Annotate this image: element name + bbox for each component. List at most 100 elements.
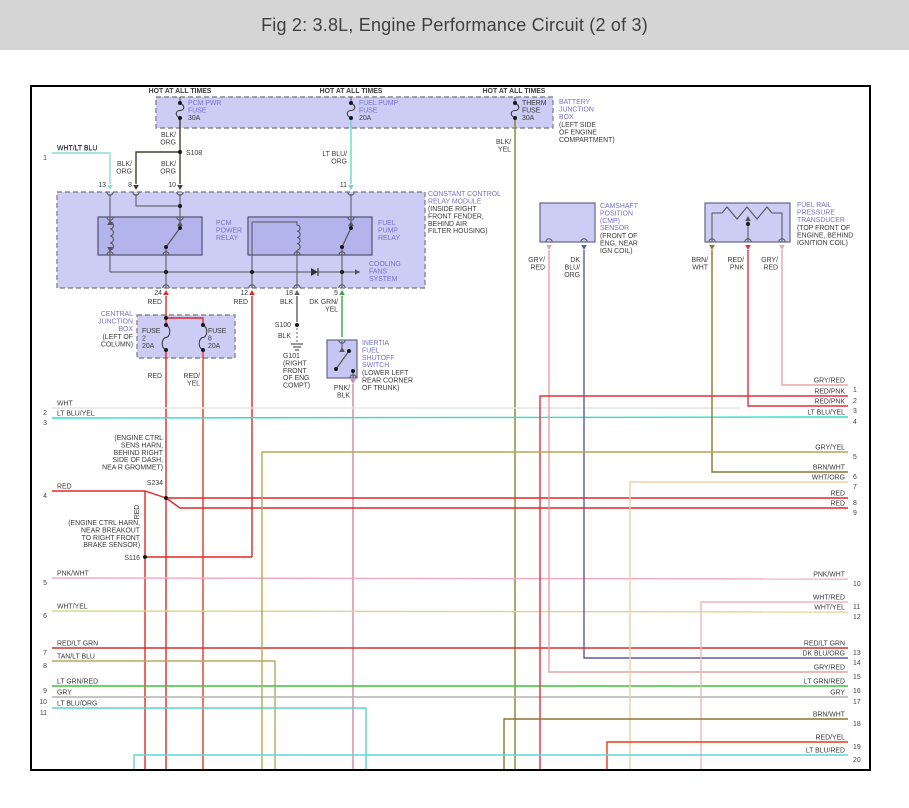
connector-arc [338,339,346,344]
diagram-label: COOLING FANS SYSTEM [369,261,401,283]
right-row-label: BRN/WHT [813,712,846,719]
right-row-number: 5 [853,454,857,461]
right-row-number: 4 [853,419,857,426]
left-row-label: RED/LT GRN [57,641,98,648]
diagram-label: S108 [186,150,202,157]
diagram-frame [30,85,871,771]
diagram-label: LT BLU/ORG [322,151,347,165]
central-junction-box [136,314,236,359]
diagram-label: DK GRN/YEL [309,299,338,313]
diagram-label: (LEFT OF COLUMN) [101,334,133,348]
connector-arc [744,238,752,243]
connector-arc [293,284,301,289]
arrowhead [348,185,354,190]
diagram-label: CONSTANT CONTROL RELAY MODULE [428,191,501,205]
diagram-label: 30A [188,115,201,122]
wiring-diagram: HOT AT ALL TIMES HOT AT ALL TIMES HOT AT A… [30,85,871,771]
connector-arc [248,284,256,289]
diagram-label: HOT AT ALL TIMES [320,88,383,95]
diagram-label: 20A [359,115,372,122]
diagram-label: S100 [275,322,291,329]
fuel-pump-relay-box [247,216,373,256]
wire-lt-blu-org-row11 [52,707,367,770]
junction-dot [164,270,168,274]
wire-pnk-wht-row5 [51,577,849,580]
junction-dot [250,270,254,274]
left-row-label: GRY [57,690,72,697]
left-row-label: LT GRN/RED [57,679,98,686]
diagram-label: HOT AT ALL TIMES [483,88,546,95]
junction-dot [178,150,182,154]
wire-ccrm-pin8-int [135,194,180,207]
right-row-number: 12 [853,614,861,621]
diagram-label: PNK/BLK [334,385,350,399]
left-row-number: 11 [40,710,47,717]
diagram-label: RED [134,505,141,520]
wire-frp-left-int [711,212,722,242]
diagram-label: (LEFT SIDE OF ENGINE COMPARTMENT) [559,122,615,144]
junction-dot [349,226,353,230]
arrowhead [581,245,587,250]
arrowhead [348,221,354,226]
right-row-label: WHT/RED [813,595,845,602]
right-row-label: GRY/RED [814,665,845,672]
arrowhead [779,245,785,250]
connector-arc [708,238,716,243]
connector-arc [338,284,346,289]
diagram-label: FUSE 8 20A [208,328,227,350]
arrowhead [177,221,183,226]
wire-lt-blu-red-row20 [133,754,848,770]
diagram-label: G101 (RIGHT FRONT OF ENG COMPT) [283,353,310,390]
diagram-label: GRY/RED [528,257,545,271]
left-row-number: 8 [43,663,47,670]
left-row-number: 2 [43,410,47,417]
arrowhead [133,185,139,190]
right-row-number: 18 [853,721,861,728]
wire-gry-red-cmp-down [548,250,848,673]
wire-wht-red-row11 [700,601,848,770]
connector-arc [347,216,355,221]
arrowhead [294,290,300,295]
connector-arc [338,251,346,256]
diagram-label: 12 [240,290,248,297]
connector-arc [580,238,588,243]
diagram-label: RED [147,373,162,380]
wire-wht-yel-row6 [51,610,849,613]
junction-dot [746,222,750,226]
left-row-label: WHT/YEL [57,604,88,611]
junction-dot [164,245,168,249]
right-row-number: 3 [853,408,857,415]
diagram-label: BRN/WHT [692,257,709,271]
arrowhead [339,290,345,295]
left-row-label: WHT/LT BLU [57,146,97,153]
diagram-label: WHT/LT BLU [57,145,97,152]
cmp-sensor-box [539,202,596,243]
right-row-label: RED/LT GRN [804,641,845,648]
right-row-label: LT BLU/YEL [807,410,845,417]
right-row-number: 1 [853,387,857,394]
right-row-number: 17 [853,699,861,706]
fuse-symbol [346,102,356,119]
diagram-label: 13 [98,182,106,189]
connector-arc [778,238,786,243]
arrowhead [339,347,345,352]
diagram-label: (LOWER LEFT REAR CORNER OF TRUNK) [362,370,413,392]
right-row-label: RED/YEL [816,735,846,742]
wire-fuel-blade [341,227,352,248]
left-row-number: 6 [43,613,47,620]
wire-wht-org-row7 [629,481,848,770]
junction-dot [178,116,182,120]
junction-dot [201,323,205,327]
wire-gry-red-frp-down [781,250,848,386]
left-row-label: LT BLU/YEL [57,411,95,418]
diagram-label: 11 [340,182,347,189]
diagram-label: BLK/ORG [160,161,176,175]
arrowhead [107,247,113,252]
connector-arc [349,374,357,379]
diagram-label: (FRONT OF ENG, NEAR IGN COIL) [600,233,638,255]
fuse-symbol [510,102,520,119]
diagram-label: 8 [128,182,132,189]
arrowhead [350,379,356,384]
wire-dk-blu-org-cmp-down [583,250,848,659]
left-row-number: 7 [43,650,47,657]
